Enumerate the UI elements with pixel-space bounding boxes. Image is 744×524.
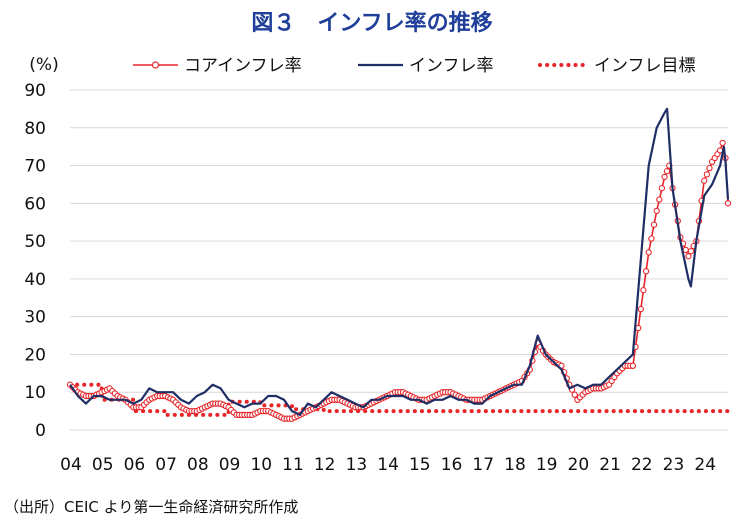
series-line-1 <box>69 107 730 416</box>
x-tick-label-16: 16 <box>441 455 463 475</box>
x-tick-label-17: 17 <box>472 455 494 475</box>
x-tick-label-12: 12 <box>314 455 336 475</box>
series-line-0 <box>69 142 729 420</box>
series-0-marker <box>653 207 660 215</box>
y-tick-label-50: 50 <box>24 232 46 252</box>
series-0-marker <box>635 324 642 332</box>
grid-lines <box>70 89 728 431</box>
series-0-marker <box>663 168 671 175</box>
y-tick-label-60: 60 <box>24 194 46 214</box>
series-0 <box>66 139 732 422</box>
legend-marker-0 <box>151 61 160 69</box>
x-tick-label-18: 18 <box>504 455 526 475</box>
x-tick-label-10: 10 <box>250 455 272 475</box>
series-0-marker <box>658 185 666 192</box>
chart-title: 図３ インフレ率の推移 <box>251 10 492 36</box>
x-tick-label-09: 09 <box>219 455 241 475</box>
legend: コアインフレ率 インフレ率 インフレ目標 <box>133 56 696 76</box>
legend-label-1: インフレ率 <box>409 56 494 76</box>
series-0-marker <box>645 249 652 256</box>
x-tick-label-21: 21 <box>599 455 621 475</box>
x-tick-label-22: 22 <box>631 455 653 475</box>
legend-item-0: コアインフレ率 <box>133 56 302 76</box>
series-0-marker <box>642 268 650 275</box>
series-0-marker <box>706 164 713 172</box>
series-0-marker <box>650 221 658 228</box>
series-0-marker <box>685 253 692 260</box>
x-tick-label-19: 19 <box>536 455 558 475</box>
series-0-marker <box>571 391 578 398</box>
y-tick-label-10: 10 <box>24 383 46 403</box>
y-tick-label-70: 70 <box>24 157 46 177</box>
series-0-marker <box>701 177 708 184</box>
series-0-marker <box>724 200 732 207</box>
legend-label-0: コアインフレ率 <box>184 56 302 76</box>
x-tick-label-05: 05 <box>92 455 114 475</box>
y-tick-label-30: 30 <box>24 308 46 328</box>
x-tick-label-11: 11 <box>282 455 304 475</box>
x-tick-label-23: 23 <box>663 455 685 475</box>
x-tick-label-24: 24 <box>694 455 716 475</box>
x-axis-tick-labels: 04 05 06 07 08 09 10 11 12 13 14 15 16 17 18 19 20 21 22 23… <box>60 455 716 475</box>
y-axis-unit-label: (%) <box>29 55 58 75</box>
y-tick-label-80: 80 <box>24 119 46 139</box>
series-layer <box>66 107 732 422</box>
series-0-marker <box>703 171 711 178</box>
x-tick-label-04: 04 <box>60 455 82 475</box>
legend-item-2: インフレ目標 <box>538 56 696 76</box>
x-tick-label-13: 13 <box>346 455 368 475</box>
series-0-marker <box>719 139 726 147</box>
y-axis-tick-labels: 0 10 20 30 40 50 60 70 80 90 <box>24 81 46 441</box>
series-1 <box>69 107 730 416</box>
x-tick-label-15: 15 <box>409 455 431 475</box>
series-0-marker <box>629 362 637 369</box>
x-tick-label-07: 07 <box>155 455 177 475</box>
series-0-marker <box>637 305 644 313</box>
y-tick-label-40: 40 <box>24 270 46 290</box>
x-tick-label-14: 14 <box>377 455 399 475</box>
x-tick-label-20: 20 <box>568 455 590 475</box>
series-0-marker <box>682 246 689 254</box>
y-tick-label-0: 0 <box>35 421 46 441</box>
source-note: （出所）CEIC より第一生命経済研究所作成 <box>4 498 298 516</box>
series-0-marker <box>656 196 663 203</box>
series-0-marker <box>661 173 668 181</box>
series-0-marker <box>640 287 647 294</box>
x-tick-label-06: 06 <box>124 455 146 475</box>
legend-label-2: インフレ目標 <box>594 56 696 76</box>
x-tick-label-08: 08 <box>187 455 209 475</box>
series-0-marker <box>648 235 655 242</box>
series-0-marker <box>687 248 695 255</box>
legend-item-1: インフレ率 <box>358 56 494 76</box>
y-tick-label-20: 20 <box>24 345 46 365</box>
y-tick-label-90: 90 <box>24 81 46 101</box>
